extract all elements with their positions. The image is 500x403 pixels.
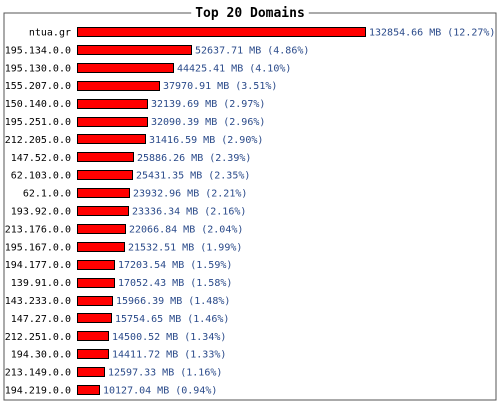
bar: [77, 367, 105, 377]
chart-title: Top 20 Domains: [195, 6, 305, 21]
category-label: 143.233.0.0: [5, 296, 71, 307]
bar: [77, 117, 148, 127]
bar: [77, 152, 134, 162]
bar: [77, 385, 100, 395]
category-label: 147.52.0.0: [11, 153, 71, 164]
bar: [77, 349, 109, 359]
bar: [77, 63, 174, 73]
value-label: 14500.52 MB (1.34%): [112, 332, 226, 343]
bar: [77, 45, 192, 55]
bar: [77, 27, 366, 37]
value-label: 17203.54 MB (1.59%): [118, 260, 232, 271]
bar: [77, 260, 115, 270]
bar: [77, 278, 115, 288]
value-label: 32090.39 MB (2.96%): [151, 117, 265, 128]
category-label: 194.30.0.0: [11, 350, 71, 361]
value-label: 31416.59 MB (2.90%): [149, 135, 263, 146]
value-label: 15754.65 MB (1.46%): [115, 314, 229, 325]
bar: [77, 296, 113, 306]
category-label: ntua.gr: [29, 28, 71, 39]
category-label: 195.167.0.0: [5, 242, 71, 253]
category-label: 194.177.0.0: [5, 260, 71, 271]
category-label: 147.27.0.0: [11, 314, 71, 325]
category-label: 195.130.0.0: [5, 63, 71, 74]
value-label: 25886.26 MB (2.39%): [137, 153, 251, 164]
value-label: 37970.91 MB (3.51%): [163, 81, 277, 92]
chart-frame: [3, 12, 497, 401]
bar: [77, 99, 148, 109]
value-label: 12597.33 MB (1.16%): [108, 368, 222, 379]
value-label: 15966.39 MB (1.48%): [116, 296, 230, 307]
category-label: 212.251.0.0: [5, 332, 71, 343]
category-label: 62.103.0.0: [11, 171, 71, 182]
bar: [77, 134, 146, 144]
bar: [77, 242, 125, 252]
value-label: 14411.72 MB (1.33%): [112, 350, 226, 361]
bar-group: ntua.gr 132854.66 MB (12.27%) 195.134.0.0 5…: [5, 27, 495, 397]
bar: [77, 331, 109, 341]
category-label: 139.91.0.0: [11, 278, 71, 289]
category-label: 213.176.0.0: [5, 224, 71, 235]
category-label: 194.219.0.0: [5, 386, 71, 397]
value-label: 25431.35 MB (2.35%): [136, 171, 250, 182]
category-label: 155.207.0.0: [5, 81, 71, 92]
value-label: 44425.41 MB (4.10%): [177, 63, 291, 74]
category-label: 195.134.0.0: [5, 45, 71, 56]
bar: [77, 188, 130, 198]
category-label: 62.1.0.0: [23, 189, 71, 200]
bar: [77, 313, 112, 323]
bar: [77, 170, 133, 180]
value-label: 52637.71 MB (4.86%): [195, 45, 309, 56]
value-label: 17052.43 MB (1.58%): [118, 278, 232, 289]
bar: [77, 206, 129, 216]
value-label: 32139.69 MB (2.97%): [151, 99, 265, 110]
category-label: 213.149.0.0: [5, 368, 71, 379]
category-label: 150.140.0.0: [5, 99, 71, 110]
bar: [77, 224, 126, 234]
value-label: 23932.96 MB (2.21%): [133, 189, 247, 200]
category-label: 212.205.0.0: [5, 135, 71, 146]
category-label: 195.251.0.0: [5, 117, 71, 128]
value-label: 10127.04 MB (0.94%): [103, 386, 217, 397]
value-label: 132854.66 MB (12.27%): [369, 28, 495, 39]
category-label: 193.92.0.0: [11, 207, 71, 218]
bar: [77, 81, 160, 91]
value-label: 21532.51 MB (1.99%): [128, 242, 242, 253]
value-label: 23336.34 MB (2.16%): [132, 207, 246, 218]
chart-border: [3, 12, 497, 401]
value-label: 22066.84 MB (2.04%): [129, 224, 243, 235]
